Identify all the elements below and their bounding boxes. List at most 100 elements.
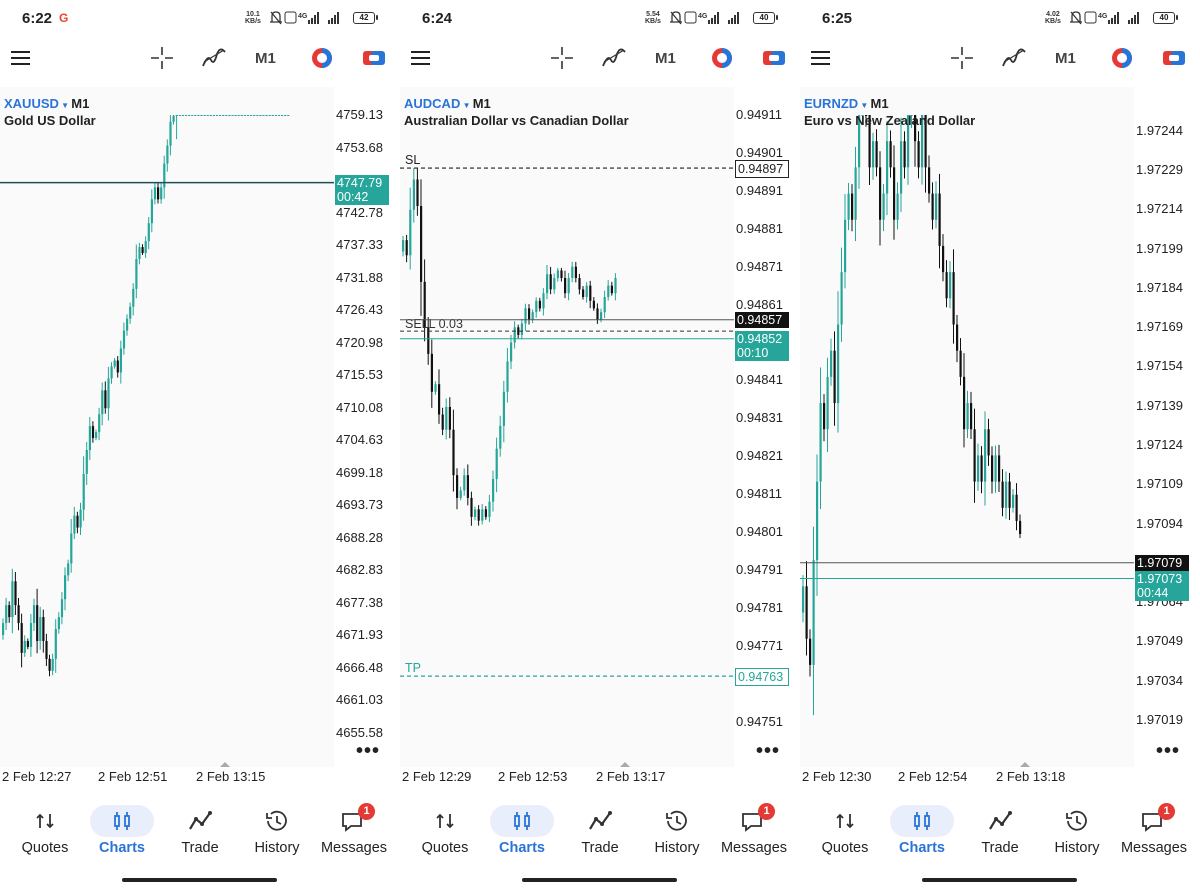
candle-body: [879, 167, 882, 220]
nav-history[interactable]: History: [637, 800, 717, 862]
account-icon[interactable]: [362, 46, 386, 70]
candle-body: [225, 115, 228, 116]
price-axis[interactable]: 0.94911 0.94901 0.94891 0.94881 0.94871 0.948…: [734, 87, 800, 767]
chart-panel-xauusd: 6:22 G 10.1 KB/s 4G 42 M1 XAUUSD ▼ M1 Gol…: [0, 0, 400, 889]
nav-charts[interactable]: Charts: [82, 800, 162, 862]
candle-body: [809, 638, 812, 665]
candle-body: [246, 115, 250, 116]
price-tick: 4710.08: [336, 399, 383, 415]
candle-body: [178, 115, 181, 116]
chart-canvas[interactable]: [800, 87, 1134, 767]
home-indicator[interactable]: [522, 878, 677, 882]
candle-body: [231, 115, 234, 116]
candle-body: [2, 623, 5, 636]
home-indicator[interactable]: [122, 878, 277, 882]
chart-canvas[interactable]: SL TP SELL 0.03: [400, 87, 734, 767]
messages-badge: 1: [358, 803, 375, 820]
candle-body: [287, 115, 290, 116]
indicator-icon[interactable]: [602, 46, 626, 70]
candle-body: [412, 179, 415, 210]
messages-icon: [1122, 805, 1186, 837]
candle-body: [194, 115, 197, 116]
nav-trade[interactable]: Trade: [960, 800, 1040, 862]
candle-body: [129, 306, 132, 319]
bid-price-label: 4747.79 00:42: [335, 174, 389, 205]
symbol-header[interactable]: XAUUSD ▼ M1: [4, 96, 89, 111]
nav-quotes[interactable]: Quotes: [805, 800, 885, 862]
candle-body: [29, 623, 33, 647]
crosshair-icon[interactable]: [150, 46, 174, 70]
price-tick: 0.94911: [736, 107, 783, 122]
hamburger-icon[interactable]: [410, 46, 432, 70]
chart-panel-audcad: 6:24 5.54 KB/s 4G 40 M1 SL TP SELL 0.03 AUD…: [400, 0, 800, 889]
price-tick: 1.97169: [1136, 319, 1183, 335]
price-axis[interactable]: 1.97244 1.97229 1.97214 1.97199 1.97184 1.971…: [1134, 87, 1200, 767]
candle-body: [240, 115, 243, 116]
hamburger-icon[interactable]: [10, 46, 32, 70]
one-click-trading-icon[interactable]: [710, 46, 734, 70]
nav-history[interactable]: History: [1037, 800, 1117, 862]
price-tick: 1.97184: [1136, 279, 1183, 295]
crosshair-icon[interactable]: [550, 46, 574, 70]
nav-messages[interactable]: 1 Messages: [314, 800, 394, 862]
more-options-icon[interactable]: •••: [756, 740, 781, 762]
account-icon[interactable]: [762, 46, 786, 70]
candle-body: [567, 278, 570, 294]
candle-body: [441, 414, 444, 430]
nav-trade[interactable]: Trade: [560, 800, 640, 862]
nav-charts[interactable]: Charts: [482, 800, 562, 862]
candle-body: [163, 163, 166, 188]
candle-body: [79, 509, 82, 528]
candle-body: [402, 240, 405, 252]
nav-messages[interactable]: 1 Messages: [1114, 800, 1194, 862]
crosshair-icon[interactable]: [950, 46, 974, 70]
symbol-header[interactable]: AUDCAD ▼ M1: [404, 96, 491, 111]
candle-body: [45, 640, 48, 659]
nav-history[interactable]: History: [237, 800, 317, 862]
one-click-trading-icon[interactable]: [310, 46, 334, 70]
price-tick: 4699.18: [336, 464, 383, 480]
symbol-description: Gold US Dollar: [4, 113, 96, 128]
nav-messages[interactable]: 1 Messages: [714, 800, 794, 862]
candle-body: [191, 115, 194, 116]
bottom-navigation: Quotes Charts Trade History 1 Messages: [800, 800, 1200, 870]
candle-body: [994, 455, 997, 482]
indicator-icon[interactable]: [202, 46, 226, 70]
candle-body: [520, 323, 523, 335]
symbol-name: AUDCAD: [404, 96, 461, 111]
nav-quotes[interactable]: Quotes: [5, 800, 85, 862]
nav-quotes[interactable]: Quotes: [405, 800, 485, 862]
nav-charts[interactable]: Charts: [882, 800, 962, 862]
price-tick: 4720.98: [336, 334, 383, 350]
candle-body: [513, 327, 516, 343]
nav-trade[interactable]: Trade: [160, 800, 240, 862]
candle-body: [268, 115, 271, 116]
stop-loss-label: SL: [405, 153, 420, 167]
nav-charts-label: Charts: [499, 840, 545, 856]
candle-body: [262, 115, 265, 116]
timeframe-button[interactable]: M1: [655, 50, 676, 67]
candle-body: [172, 115, 175, 122]
candle-body: [122, 330, 126, 349]
candle-body: [271, 115, 274, 116]
symbol-header[interactable]: EURNZD ▼ M1: [804, 96, 889, 111]
price-axis[interactable]: 4759.13 4753.68 4742.78 4737.33 4731.88 4726.…: [334, 87, 400, 767]
chart-canvas[interactable]: [0, 87, 334, 767]
home-indicator[interactable]: [922, 878, 1077, 882]
one-click-trading-icon[interactable]: [1110, 46, 1134, 70]
bid-price-label: 1.97073 00:44: [1135, 570, 1189, 601]
candle-body: [816, 481, 819, 561]
candle-body: [502, 391, 505, 426]
price-tick: 0.94821: [736, 448, 783, 464]
account-icon[interactable]: [1162, 46, 1186, 70]
price-tick: 4671.93: [336, 627, 383, 643]
more-options-icon[interactable]: •••: [356, 740, 381, 762]
price-tick: 4677.38: [336, 594, 383, 610]
timeframe-button[interactable]: M1: [255, 50, 276, 67]
indicator-icon[interactable]: [1002, 46, 1026, 70]
hamburger-icon[interactable]: [810, 46, 832, 70]
candle-body: [578, 278, 581, 290]
timeframe-button[interactable]: M1: [1055, 50, 1076, 67]
candle-body: [274, 115, 277, 116]
more-options-icon[interactable]: •••: [1156, 740, 1181, 762]
